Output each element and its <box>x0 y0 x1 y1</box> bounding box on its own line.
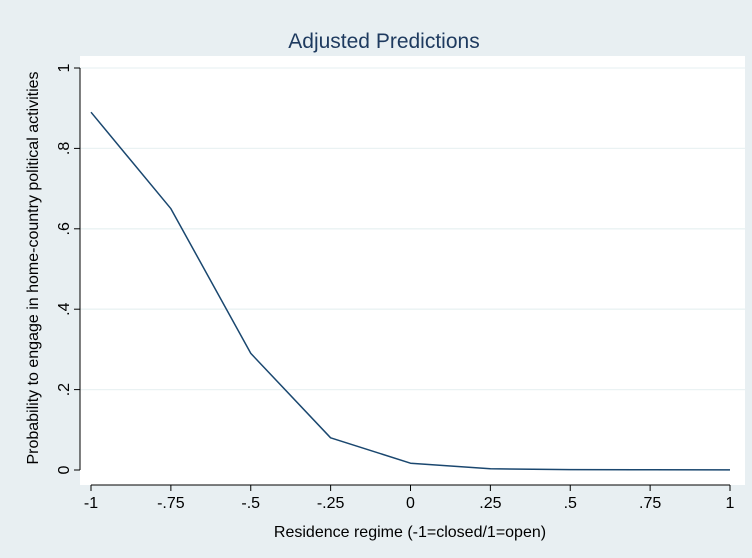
x-axis-title: Residence regime (-1=closed/1=open) <box>274 524 546 541</box>
x-tick-label: .5 <box>564 495 577 512</box>
y-tick-label: .2 <box>56 383 73 396</box>
x-tick-label: .75 <box>639 495 661 512</box>
x-tick-label: -.25 <box>317 495 345 512</box>
x-tick-label: 1 <box>726 495 735 512</box>
axes-layer: 0 .2 .4 .6 .8 1 -1 -.75 -.5 -.25 0 .25 .5 .75 1 <box>56 63 735 512</box>
y-tick-label: .6 <box>56 222 73 235</box>
chart-title: Adjusted Predictions <box>288 30 479 53</box>
x-tick-label: -.5 <box>241 495 260 512</box>
series-line <box>90 111 731 471</box>
x-tick-label: -.75 <box>157 495 185 512</box>
plot-area <box>80 56 745 485</box>
y-tick-label: 1 <box>56 63 73 72</box>
x-tick-label: -1 <box>84 495 98 512</box>
y-tick-label: 0 <box>56 465 73 474</box>
y-tick-label: .8 <box>56 142 73 155</box>
y-tick-label: .4 <box>56 302 73 315</box>
grid-layer <box>80 67 745 391</box>
x-tick-label: 0 <box>406 495 415 512</box>
x-tick-label: .25 <box>479 495 501 512</box>
series-layer <box>90 111 731 471</box>
y-axis-title: Probability to engage in home-country po… <box>25 71 42 464</box>
